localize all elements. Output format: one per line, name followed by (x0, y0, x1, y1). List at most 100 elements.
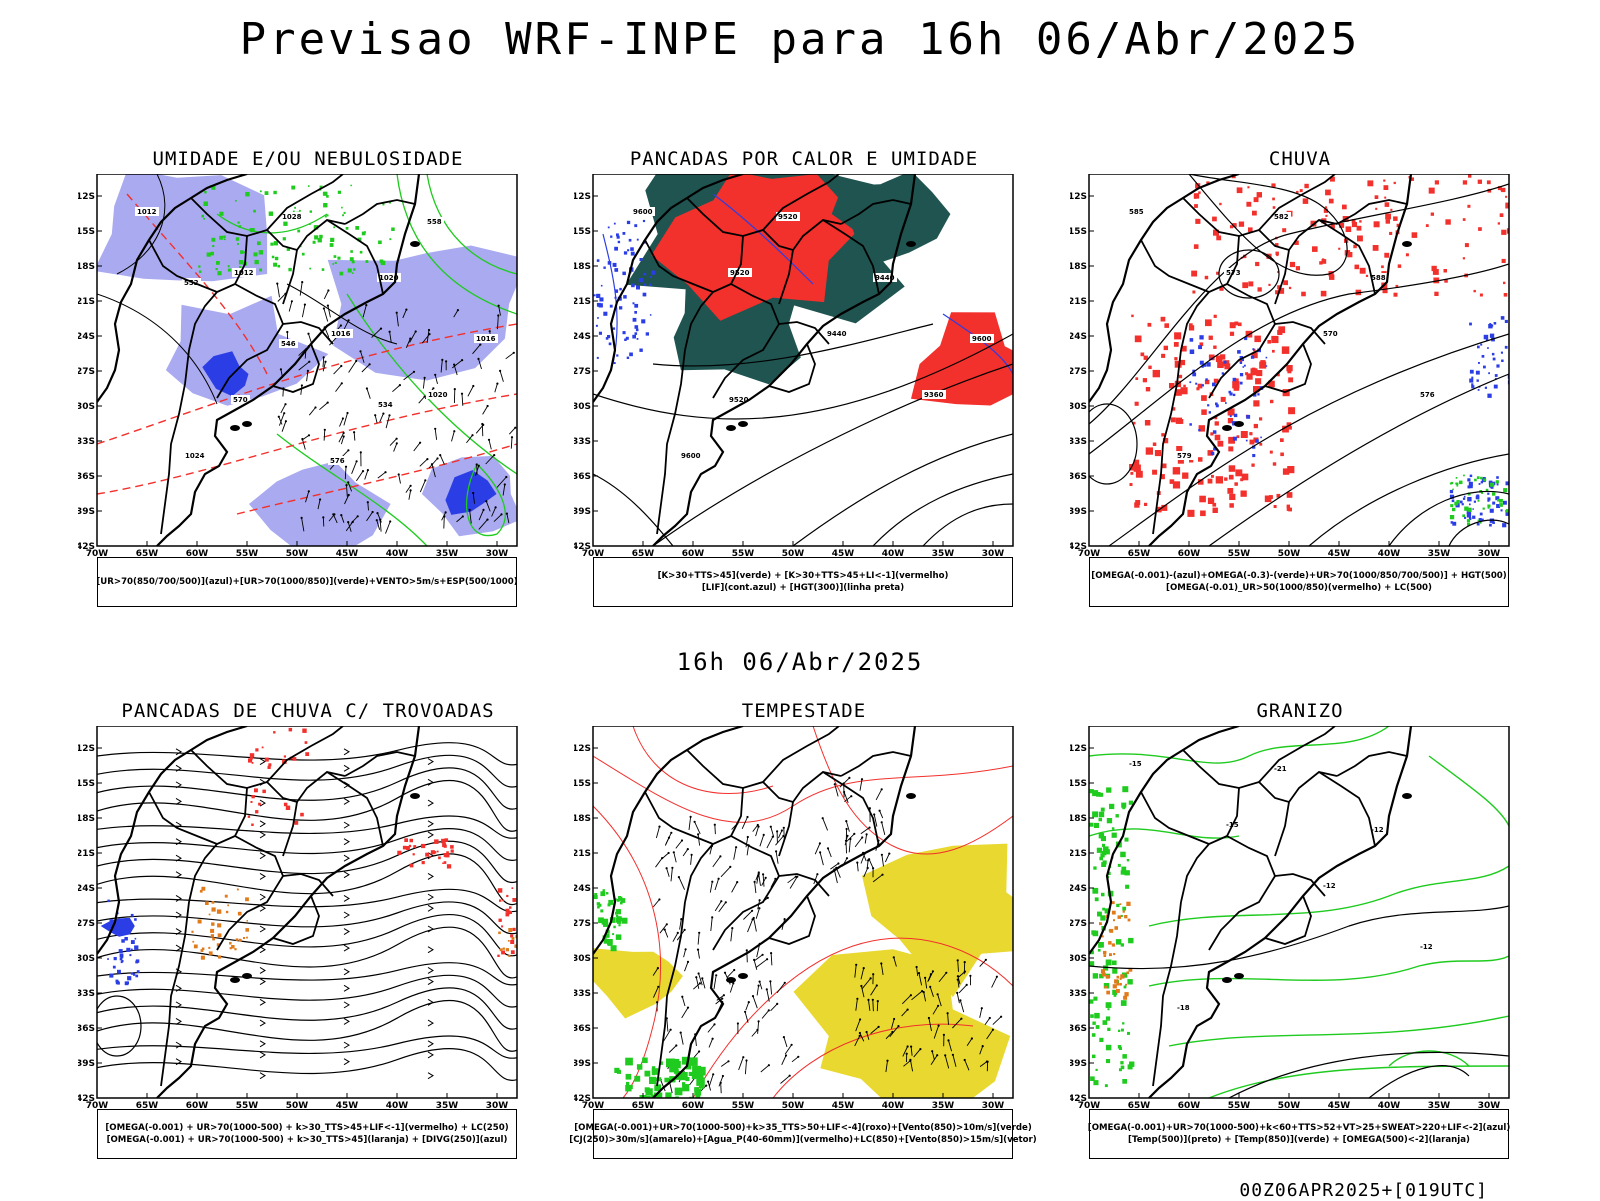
legend-line: [OMEGA(-0.01)_UR>50(1000/850)(vermelho) … (1166, 582, 1432, 594)
lat-tick-label: 24S (78, 884, 95, 894)
panel-legend: [OMEGA(-0.001) + UR>70(1000-500) + k>30_… (97, 1109, 517, 1159)
map-canvas: 1012101210161020102410281020101657057655… (78, 174, 538, 560)
panel-legend: [OMEGA(-0.001)+UR>70(1000-500)+k<60+TTS>… (1089, 1109, 1509, 1159)
lat-tick-label: 21S (78, 849, 95, 859)
main-title: Previsao WRF-INPE para 16h 06/Abr/2025 (0, 14, 1600, 65)
lat-tick-label: 18S (1070, 262, 1087, 272)
legend-line: [UR>70(850/700/500)](azul)+[UR>70(1000/8… (96, 576, 517, 588)
panel-title: TEMPESTADE (574, 700, 1034, 722)
lat-tick-label: 30S (1070, 954, 1087, 964)
panel-title: GRANIZO (1070, 700, 1530, 722)
panel-legend: [K>30+TTS>45](verde) + [K>30+TTS>45+LI<-… (593, 557, 1013, 607)
lat-tick-label: 39S (1070, 507, 1087, 517)
lat-tick-label: 15S (1070, 779, 1087, 789)
panel-title: PANCADAS POR CALOR E UMIDADE (574, 148, 1034, 170)
map-canvas: 96009520944093609600952094409600952012S1… (574, 174, 1034, 560)
contour-label: 9520 (778, 213, 798, 221)
contour-label: 582 (1274, 213, 1289, 221)
contour-label: 1016 (476, 335, 496, 343)
contour-label: 9360 (924, 391, 944, 399)
lat-tick-label: 33S (78, 437, 95, 447)
lat-tick-label: 12S (574, 192, 591, 202)
contour-label: 546 (281, 340, 296, 348)
contour-label: 1028 (282, 213, 302, 221)
lat-tick-label: 21S (574, 297, 591, 307)
contour-label: 1012 (234, 269, 254, 277)
contour-label: -12 (1323, 882, 1336, 890)
lat-tick-label: 24S (1070, 332, 1087, 342)
lat-tick-label: 36S (78, 1024, 95, 1034)
lat-tick-label: 33S (1070, 989, 1087, 999)
lat-tick-label: 33S (78, 989, 95, 999)
panel-legend: [OMEGA(-0.001)+UR>70(1000-500)+k>35_TTS>… (593, 1109, 1013, 1159)
legend-line: [OMEGA(-0.001)+UR>70(1000-500)+k>35_TTS>… (574, 1122, 1032, 1134)
lat-tick-label: 12S (574, 744, 591, 754)
panel-legend: [OMEGA(-0.001)-(azul)+OMEGA(-0.3)-(verde… (1089, 557, 1509, 607)
contour-label: 9600 (972, 335, 992, 343)
contour-label: 576 (330, 457, 345, 465)
lat-tick-label: 21S (1070, 849, 1087, 859)
lat-tick-label: 18S (78, 814, 95, 824)
legend-line: [CJ(250)>30m/s](amarelo)+[Agua_P(40-60mm… (569, 1134, 1036, 1146)
contour-label: 1024 (185, 452, 205, 460)
contour-label: 534 (378, 401, 393, 409)
lat-tick-label: 15S (1070, 227, 1087, 237)
contour-label: 570 (1323, 330, 1338, 338)
lat-tick-label: 21S (574, 849, 591, 859)
lat-tick-label: 18S (574, 814, 591, 824)
lat-tick-label: 36S (574, 472, 591, 482)
lat-tick-label: 21S (1070, 297, 1087, 307)
contour-label: -12 (1420, 943, 1433, 951)
lat-tick-label: 24S (574, 884, 591, 894)
lat-tick-label: 36S (78, 472, 95, 482)
lat-tick-label: 15S (574, 227, 591, 237)
contour-label: 558 (427, 218, 442, 226)
contour-label: 9600 (681, 452, 701, 460)
lat-tick-label: 39S (1070, 1059, 1087, 1069)
lat-tick-label: 27S (574, 367, 591, 377)
lat-tick-label: 18S (1070, 814, 1087, 824)
lat-tick-label: 30S (574, 402, 591, 412)
contour-label: 570 (233, 396, 248, 404)
contour-label: 9600 (633, 208, 653, 216)
lat-tick-label: 27S (78, 367, 95, 377)
lat-tick-label: 39S (574, 507, 591, 517)
panel-title: CHUVA (1070, 148, 1530, 170)
legend-line: [OMEGA(-0.001) + UR>70(1000-500) + k>30_… (107, 1134, 508, 1146)
lat-tick-label: 33S (574, 437, 591, 447)
lat-tick-label: 27S (1070, 367, 1087, 377)
lat-tick-label: 21S (78, 297, 95, 307)
lat-tick-label: 36S (1070, 1024, 1087, 1034)
contour-label: 1016 (331, 330, 351, 338)
map-canvas: 58557357057657958258812S15S18S21S24S27S3… (1070, 174, 1530, 560)
contour-label: 9520 (730, 269, 750, 277)
lat-tick-label: 36S (574, 1024, 591, 1034)
lat-tick-label: 12S (1070, 192, 1087, 202)
contour-label: -21 (1274, 765, 1287, 773)
legend-line: [Temp(500)](preto) + [Temp(850)](verde) … (1128, 1134, 1470, 1146)
legend-line: [LIF](cont.azul) + [HGT(300)](linha pret… (702, 582, 904, 594)
lat-tick-label: 24S (78, 332, 95, 342)
panel-legend: [UR>70(850/700/500)](azul)+[UR>70(1000/8… (97, 557, 517, 607)
lat-tick-label: 39S (574, 1059, 591, 1069)
map-canvas: -15-15-12-12-18-21-1212S15S18S21S24S27S3… (1070, 726, 1530, 1112)
lat-tick-label: 15S (78, 779, 95, 789)
lat-tick-label: 27S (1070, 919, 1087, 929)
lat-tick-label: 18S (574, 262, 591, 272)
lat-tick-label: 39S (78, 507, 95, 517)
legend-line: [K>30+TTS>45](verde) + [K>30+TTS>45+LI<-… (658, 570, 949, 582)
legend-line: [OMEGA(-0.001) + UR>70(1000-500) + k>30_… (105, 1122, 508, 1134)
panel-title: UMIDADE E/OU NEBULOSIDADE (78, 148, 538, 170)
lat-tick-label: 15S (574, 779, 591, 789)
lat-tick-label: 12S (1070, 744, 1087, 754)
lat-tick-label: 36S (1070, 472, 1087, 482)
lat-tick-label: 33S (574, 989, 591, 999)
lat-tick-label: 30S (574, 954, 591, 964)
lat-tick-label: 27S (78, 919, 95, 929)
lat-tick-label: 15S (78, 227, 95, 237)
